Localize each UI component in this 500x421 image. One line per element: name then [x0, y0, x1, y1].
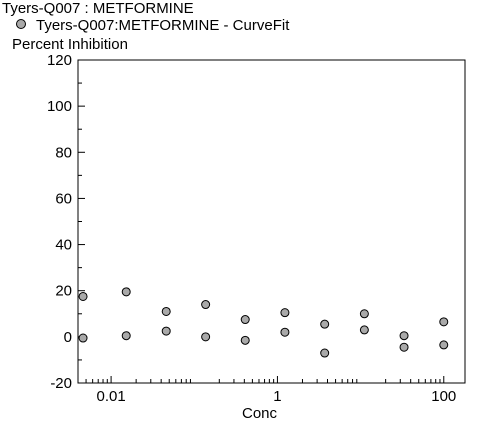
data-point	[320, 348, 330, 358]
data-point	[240, 335, 250, 345]
chart-title: Tyers-Q007 : METFORMINE	[2, 0, 194, 17]
y-tick-label: 20	[55, 283, 72, 300]
data-point	[359, 309, 369, 319]
x-axis-label: Conc	[242, 405, 278, 421]
data-point	[439, 340, 449, 350]
y-tick-label: 60	[55, 190, 72, 207]
data-point	[399, 342, 409, 352]
data-point	[201, 300, 211, 310]
data-point	[280, 308, 290, 318]
y-tick-label: 40	[55, 237, 72, 254]
y-tick-label: 120	[47, 52, 72, 69]
data-point	[399, 331, 409, 341]
x-tick-label: 0.01	[96, 388, 125, 405]
data-point	[78, 333, 88, 343]
y-axis-label: Percent Inhibition	[12, 36, 128, 53]
y-tick-label: 0	[64, 329, 72, 346]
data-point	[240, 315, 250, 325]
data-point	[161, 306, 171, 316]
data-point	[121, 331, 131, 341]
data-point	[280, 327, 290, 337]
y-tick-label: 80	[55, 144, 72, 161]
data-point	[359, 325, 369, 335]
data-point	[439, 317, 449, 327]
data-point	[201, 332, 211, 342]
x-tick-label: 100	[431, 388, 456, 405]
x-tick-label: 1	[273, 388, 281, 405]
legend-marker-icon	[16, 19, 26, 30]
data-point	[320, 319, 330, 329]
data-point	[121, 287, 131, 297]
data-point	[161, 326, 171, 336]
y-tick-label: 100	[47, 98, 72, 115]
data-point	[78, 291, 88, 301]
legend: Tyers-Q007:METFORMINE - CurveFit	[16, 17, 289, 34]
y-tick-label: -20	[50, 375, 72, 392]
legend-label: Tyers-Q007:METFORMINE - CurveFit	[36, 17, 290, 34]
